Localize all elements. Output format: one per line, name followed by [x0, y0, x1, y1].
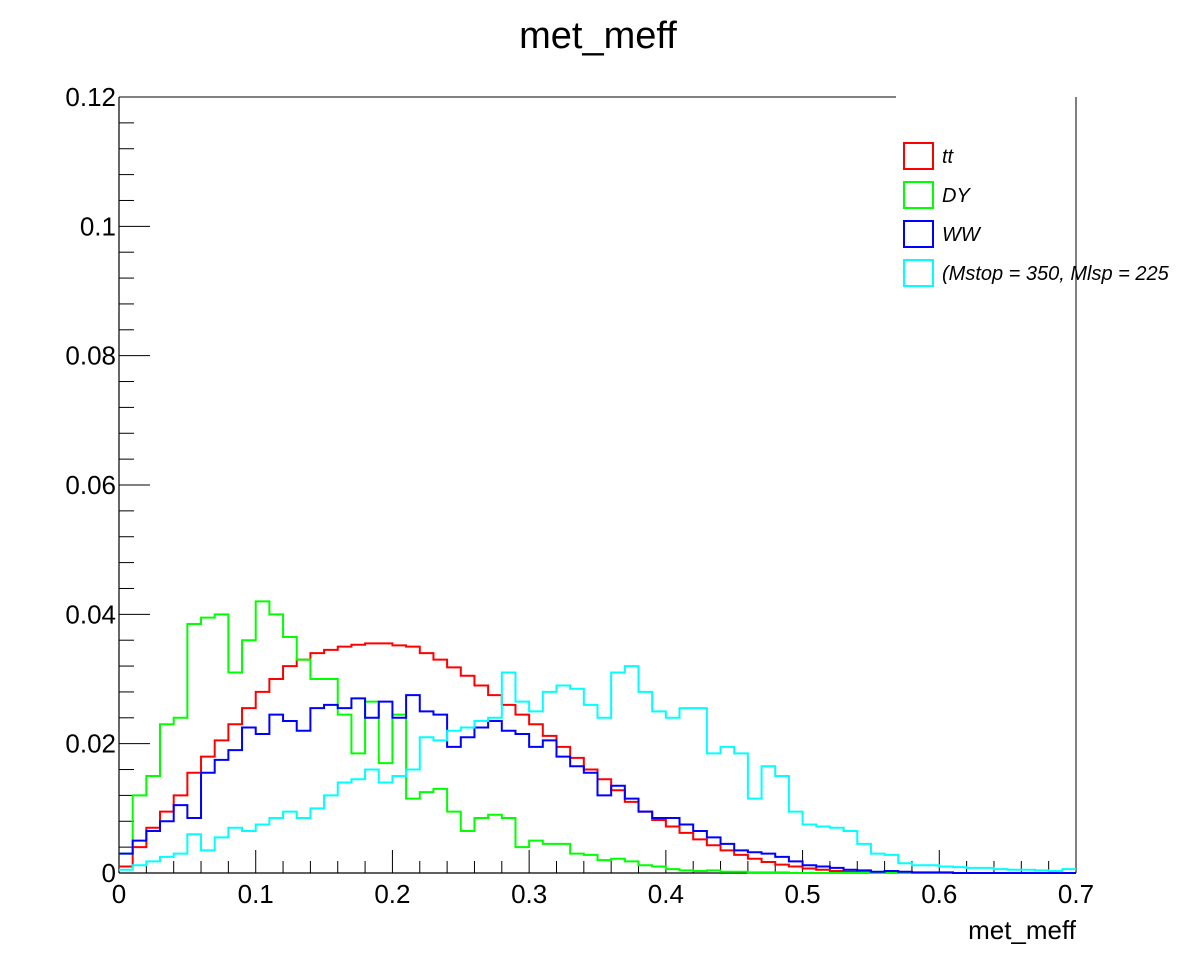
- legend-swatch: [903, 142, 934, 170]
- x-tick-label: 0.6: [921, 879, 957, 909]
- y-tick-label: 0: [102, 858, 116, 888]
- series-line-0: [119, 642, 1076, 874]
- x-tick-label: 0.7: [1058, 879, 1094, 909]
- series-line-3: [119, 665, 1076, 873]
- y-tick-label: 0.04: [65, 599, 116, 629]
- x-axis-ticks: 0 0.1 0.2 0.3 0.4 0.5 0.6 0.7: [112, 850, 1094, 909]
- y-axis-ticks: 0 0.02 0.04 0.06 0.08 0.1 0.12: [65, 82, 150, 888]
- x-tick-label: 0.3: [511, 879, 547, 909]
- x-tick-label: 0: [112, 879, 126, 909]
- y-tick-label: 0.1: [80, 211, 116, 241]
- y-tick-label: 0.02: [65, 729, 116, 759]
- plot-frame: [118, 96, 1077, 874]
- legend-swatch: [903, 220, 934, 248]
- legend-swatch: [903, 259, 934, 287]
- x-tick-label: 0.4: [648, 879, 684, 909]
- x-tick-label: 0.1: [238, 879, 274, 909]
- series-line-1: [119, 600, 1076, 874]
- legend-swatch: [903, 181, 934, 209]
- legend-label: WW: [942, 224, 982, 246]
- legend-label: (Mstop = 350, Mlsp = 225: [942, 263, 1170, 285]
- series-line-2: [119, 694, 1076, 874]
- y-tick-label: 0.08: [65, 341, 116, 371]
- x-axis-title: met_meff: [968, 915, 1077, 945]
- y-tick-label: 0.12: [65, 82, 116, 112]
- legend: tt DY WW (Mstop = 350, Mlsp = 225: [903, 142, 1170, 287]
- chart-title: met_meff: [519, 15, 677, 57]
- legend-label: DY: [942, 185, 971, 207]
- x-tick-label: 0.2: [374, 879, 410, 909]
- legend-label: tt: [942, 146, 955, 168]
- x-tick-label: 0.5: [784, 879, 820, 909]
- histogram-series: [119, 600, 1076, 874]
- y-tick-label: 0.06: [65, 470, 116, 500]
